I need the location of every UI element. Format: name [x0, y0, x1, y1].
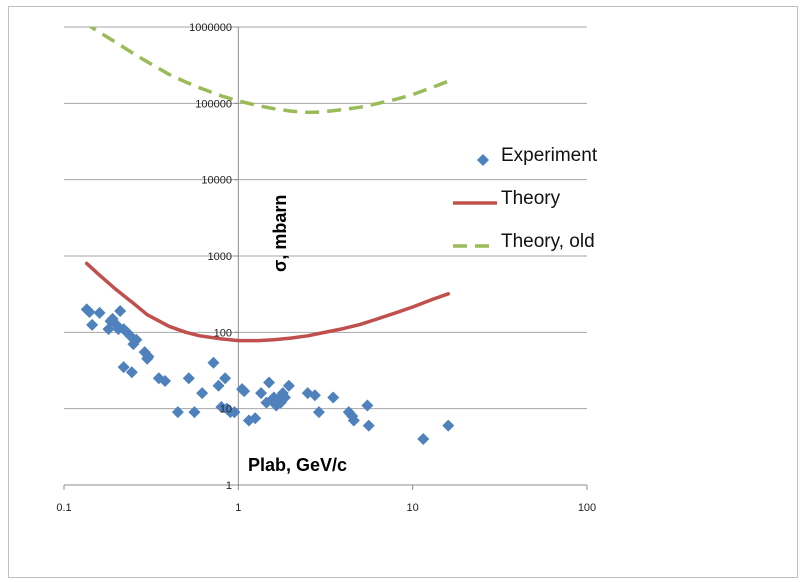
chart-frame: 1 10 100 1000 10000 100000 1000000 0.1 1 10 100 σ,…	[8, 6, 798, 578]
data-point-experiment	[228, 406, 241, 419]
series-layer	[80, 27, 455, 446]
label-layer: 1 10 100 1000 10000 100000 1000000 0.1 1 10 100	[56, 22, 596, 514]
data-point-experiment	[249, 412, 262, 425]
y-tick-label: 10000	[201, 175, 232, 187]
data-point-experiment	[362, 419, 375, 432]
data-point-experiment	[196, 387, 209, 400]
x-tick-label: 0.1	[56, 502, 71, 514]
chart-canvas: 1 10 100 1000 10000 100000 1000000 0.1 1 10 100 σ,…	[56, 22, 598, 514]
axis-layer	[63, 26, 588, 490]
legend-items	[453, 154, 497, 248]
data-point-experiment	[142, 350, 155, 363]
data-point-experiment	[263, 376, 276, 389]
data-point-experiment	[212, 379, 225, 392]
data-point-experiment	[442, 419, 455, 432]
data-point-experiment	[117, 361, 130, 374]
data-point-experiment	[417, 433, 430, 446]
y-tick-label: 1000000	[189, 22, 232, 34]
y-tick-label: 1000	[208, 251, 232, 263]
legend-label-theory: Theory	[501, 188, 561, 209]
data-point-experiment	[171, 406, 184, 419]
series-line-theory	[84, 261, 451, 343]
y-tick-label: 100	[214, 327, 232, 339]
series-experiment	[80, 303, 455, 446]
x-tick-label: 1	[235, 502, 241, 514]
data-point-experiment	[282, 379, 295, 392]
data-point-experiment	[308, 389, 321, 402]
legend-label-theory-old: Theory, old	[501, 231, 595, 252]
x-tick-label: 100	[578, 502, 596, 514]
y-tick-label: 10	[220, 404, 232, 416]
legend: Experiment Theory Theory, old	[453, 145, 598, 252]
legend-label-experiment: Experiment	[501, 145, 598, 166]
data-point-experiment	[255, 387, 268, 400]
y-tick-label: 100000	[195, 98, 232, 110]
x-tick-label: 10	[407, 502, 419, 514]
y-tick-label: 1	[226, 480, 232, 492]
data-point-experiment	[114, 305, 127, 318]
data-point-experiment	[188, 406, 201, 419]
data-point-experiment	[327, 391, 340, 404]
data-point-experiment	[278, 391, 291, 404]
data-point-experiment	[207, 356, 220, 369]
data-point-experiment	[93, 306, 106, 319]
grid-layer	[64, 26, 587, 410]
data-point-experiment	[125, 366, 138, 379]
y-axis-label: σ, mbarn	[270, 195, 290, 272]
data-point-experiment	[361, 399, 374, 412]
x-axis-label: Plab, GeV/c	[248, 455, 347, 475]
data-point-experiment	[238, 385, 251, 398]
series-line-theory-old	[87, 27, 449, 115]
data-point-experiment	[130, 333, 143, 346]
data-point-experiment	[182, 372, 195, 385]
data-point-experiment	[312, 406, 325, 419]
data-point-experiment	[159, 375, 172, 388]
legend-marker-experiment	[477, 154, 489, 166]
data-point-experiment	[83, 305, 96, 318]
data-point-experiment	[219, 372, 232, 385]
data-point-experiment	[86, 318, 99, 331]
data-point-experiment	[347, 414, 360, 427]
